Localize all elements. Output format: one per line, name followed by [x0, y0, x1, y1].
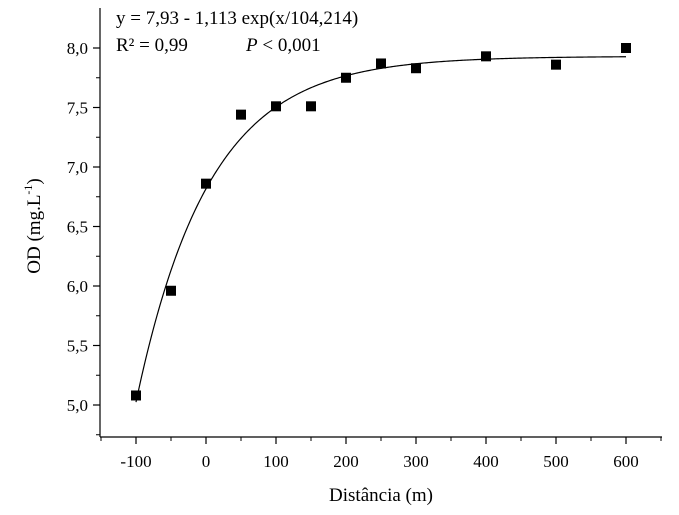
- fit-curve: [135, 56, 627, 403]
- data-point: [481, 51, 491, 62]
- data-point: [411, 63, 421, 74]
- y-axis-title-main: OD (mg.L: [24, 195, 45, 274]
- y-tick-label: 7,5: [67, 99, 88, 118]
- x-tick-label: 0: [202, 452, 211, 471]
- x-tick-label: 600: [613, 452, 639, 471]
- data-point: [551, 59, 561, 70]
- y-tick-label: 8,0: [67, 39, 88, 58]
- y-tick-label: 5,0: [67, 396, 88, 415]
- y-axis-title: OD (mg.L-1): [21, 178, 45, 273]
- p-letter: P: [245, 35, 258, 56]
- x-tick-label: 300: [403, 452, 429, 471]
- data-point: [376, 58, 386, 69]
- data-point: [236, 109, 246, 120]
- data-points-layer: [131, 43, 631, 401]
- y-tick-label: 6,0: [67, 277, 88, 296]
- p-rest: < 0,001: [258, 35, 321, 56]
- x-tick-label: 100: [263, 452, 289, 471]
- data-point: [271, 101, 281, 112]
- data-point: [201, 178, 211, 189]
- x-tick-label: 400: [473, 452, 499, 471]
- data-point: [621, 43, 631, 53]
- data-point: [306, 101, 316, 112]
- y-tick-label: 7,0: [67, 158, 88, 177]
- y-tick-label: 5,5: [67, 337, 88, 356]
- fit-curve-layer: [135, 56, 627, 403]
- y-tick-label: 6,5: [67, 218, 88, 237]
- x-tick-label: 500: [543, 452, 569, 471]
- data-point: [166, 285, 176, 296]
- y-axis-title-close: ): [24, 178, 45, 184]
- x-tick-label: -100: [120, 452, 151, 471]
- p-value: P < 0,001: [245, 35, 321, 56]
- data-point: [131, 390, 141, 401]
- fit-equation: y = 7,93 - 1,113 exp(x/104,214): [116, 8, 358, 29]
- y-axis-title-sup: -1: [21, 185, 35, 195]
- data-point: [341, 72, 351, 83]
- x-axis-title: Distância (m): [329, 485, 433, 506]
- x-tick-label: 200: [333, 452, 359, 471]
- axes: -100 0 100 200 300 400 500 600 5,0 5,5 6,0 6,5 7,0 7,…: [67, 8, 662, 471]
- r-squared: R² = 0,99: [116, 35, 188, 56]
